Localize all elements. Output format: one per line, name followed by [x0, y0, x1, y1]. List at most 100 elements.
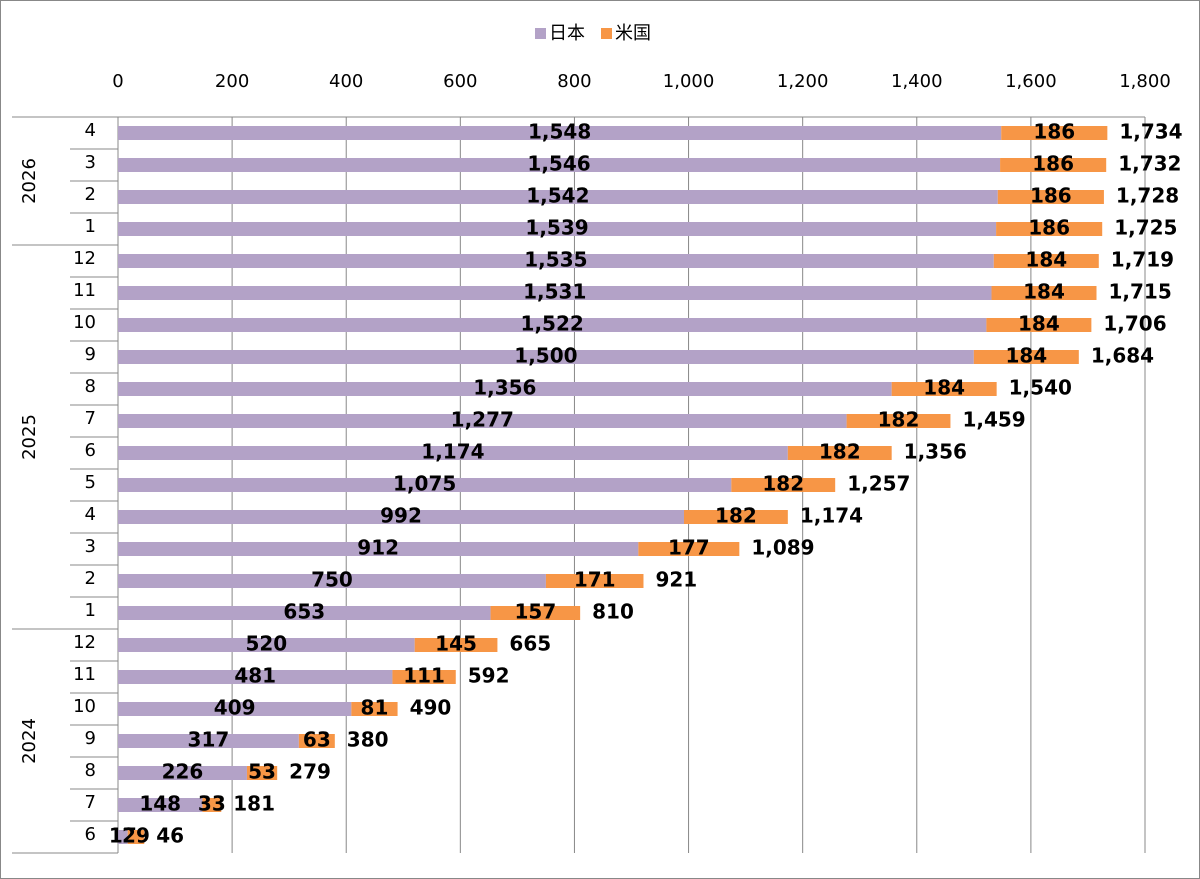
total-label: 1,725	[1114, 216, 1177, 240]
y-tick-label: 4	[85, 504, 96, 525]
bar-segment	[414, 638, 498, 652]
bar-segment	[118, 254, 994, 268]
data-label: 912	[357, 536, 399, 560]
bar-segment	[996, 222, 1103, 236]
bar-segment	[118, 286, 992, 300]
bar-segment	[118, 766, 247, 780]
data-label: 409	[214, 696, 256, 720]
total-label: 1,728	[1116, 184, 1179, 208]
data-label: 226	[162, 760, 204, 784]
data-label: 1,531	[523, 280, 586, 304]
data-label: 1,535	[524, 248, 587, 272]
data-label: 53	[248, 760, 276, 784]
x-tick-label: 1,000	[663, 71, 715, 92]
data-label: 33	[198, 792, 226, 816]
total-label: 1,715	[1109, 280, 1172, 304]
data-label: 81	[361, 696, 389, 720]
bar-segment	[118, 734, 299, 748]
bar-segment	[846, 414, 951, 428]
data-label: 1,539	[525, 216, 588, 240]
x-tick-label: 1,400	[891, 71, 943, 92]
data-label: 186	[1030, 184, 1072, 208]
data-label: 148	[139, 792, 181, 816]
bar-segment	[991, 286, 1097, 300]
y-tick-label: 12	[73, 632, 96, 653]
data-label: 520	[245, 632, 287, 656]
y-tick-label: 11	[73, 280, 96, 301]
data-label: 182	[819, 440, 861, 464]
x-tick-label: 200	[215, 71, 249, 92]
bar-segment	[118, 414, 847, 428]
data-label: 182	[762, 472, 804, 496]
y-tick-label: 8	[85, 376, 96, 397]
data-label: 171	[574, 568, 616, 592]
x-tick-label: 1,600	[1005, 71, 1057, 92]
y-tick-label: 9	[85, 728, 96, 749]
bar-segment	[973, 350, 1079, 364]
bar-segment	[787, 446, 892, 460]
data-label: 177	[668, 536, 710, 560]
y-tick-label: 10	[73, 312, 96, 333]
bar-segment	[118, 382, 892, 396]
bar-segment	[118, 190, 998, 204]
total-label: 810	[592, 600, 634, 624]
y-tick-label: 7	[85, 408, 96, 429]
y-tick-label: 2	[85, 568, 96, 589]
data-label: 1,277	[451, 408, 514, 432]
data-label: 186	[1032, 152, 1074, 176]
y-tick-label: 12	[73, 248, 96, 269]
y-tick-label: 1	[85, 216, 96, 237]
bar-segment	[118, 702, 352, 716]
bar-segment	[986, 318, 1092, 332]
data-label: 186	[1028, 216, 1070, 240]
legend-label: 米国	[615, 23, 651, 44]
data-label: 750	[311, 568, 353, 592]
y-tick-label: 1	[85, 600, 96, 621]
bar-segment	[118, 542, 639, 556]
data-label: 184	[1018, 312, 1060, 336]
data-label: 184	[923, 376, 965, 400]
total-label: 1,257	[847, 472, 910, 496]
total-label: 921	[655, 568, 697, 592]
data-label: 184	[1005, 344, 1047, 368]
data-label: 182	[715, 504, 757, 528]
bar-segment	[118, 606, 491, 620]
y-tick-label: 6	[85, 824, 96, 845]
bar-segment	[993, 254, 1099, 268]
x-tick-label: 1,800	[1119, 71, 1171, 92]
y-tick-label: 2	[85, 184, 96, 205]
group-label: 2026	[19, 158, 40, 204]
data-label: 653	[283, 600, 325, 624]
bar-segment	[118, 222, 997, 236]
data-label: 1,500	[514, 344, 577, 368]
data-label: 157	[514, 600, 556, 624]
legend-swatch	[535, 28, 546, 39]
data-label: 63	[303, 728, 331, 752]
x-tick-label: 1,200	[777, 71, 829, 92]
bar-segment	[1001, 126, 1108, 140]
bar-segment	[118, 350, 974, 364]
total-label: 46	[156, 824, 184, 848]
data-label: 1,548	[528, 120, 591, 144]
bar-segment	[298, 734, 335, 748]
data-label: 186	[1033, 120, 1075, 144]
data-label: 1,522	[521, 312, 584, 336]
bar-segment	[490, 606, 581, 620]
group-label: 2024	[19, 718, 40, 764]
total-label: 1,684	[1091, 344, 1154, 368]
x-tick-label: 400	[329, 71, 363, 92]
total-label: 1,734	[1119, 120, 1182, 144]
y-tick-label: 6	[85, 440, 96, 461]
bar-segment	[351, 702, 398, 716]
bar-segment	[118, 638, 415, 652]
data-label: 992	[380, 504, 422, 528]
total-label: 380	[347, 728, 389, 752]
x-tick-label: 800	[557, 71, 591, 92]
legend-label: 日本	[549, 23, 585, 44]
data-label: 29	[122, 824, 150, 848]
bar-segment	[118, 126, 1002, 140]
data-label: 317	[188, 728, 230, 752]
data-label: 1,174	[421, 440, 484, 464]
group-label: 2025	[19, 414, 40, 460]
